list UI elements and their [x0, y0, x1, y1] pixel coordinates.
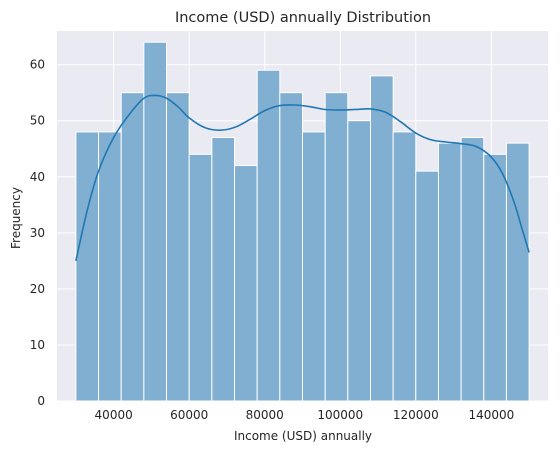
y-axis-title: Frequency — [9, 187, 23, 249]
histogram-bar — [483, 153, 507, 402]
histogram-bar — [98, 131, 122, 402]
y-tick-label: 20 — [30, 282, 45, 296]
y-axis-ticks: 0 10 20 30 40 50 60 — [30, 58, 45, 408]
kde-density-line — [75, 94, 530, 262]
x-tick-label: 100000 — [317, 408, 363, 422]
histogram-bar — [415, 170, 439, 402]
histogram-bar — [211, 137, 236, 402]
histogram-bar — [234, 165, 258, 402]
histogram-bar — [505, 142, 530, 402]
histogram-bar — [302, 131, 326, 402]
x-axis-ticks: 40000 60000 80000 100000 120000 140000 — [95, 408, 515, 422]
histogram-bar — [279, 92, 304, 402]
y-tick-label: 60 — [30, 58, 45, 72]
x-tick-label: 80000 — [246, 408, 284, 422]
histogram-bar — [460, 137, 485, 402]
y-tick-label: 10 — [30, 338, 45, 352]
histogram-bar — [166, 92, 190, 402]
histogram-bar — [120, 92, 145, 402]
x-tick-label: 120000 — [393, 408, 439, 422]
watermark: مستقل — [241, 413, 289, 432]
y-tick-label: 40 — [30, 170, 45, 184]
x-tick-label: 140000 — [468, 408, 514, 422]
histogram-bar — [369, 75, 394, 402]
histogram-bar — [256, 69, 281, 402]
histogram-bar — [392, 131, 417, 402]
chart-title: Income (USD) annually Distribution — [175, 10, 431, 26]
y-tick-label: 30 — [30, 226, 45, 240]
histogram-bar — [75, 131, 100, 402]
histogram-bar — [347, 120, 371, 402]
x-axis-title: Income (USD) annually — [234, 429, 372, 443]
y-tick-label: 0 — [37, 394, 45, 408]
histogram-bar — [437, 142, 462, 402]
x-tick-label: 60000 — [170, 408, 208, 422]
y-tick-label: 50 — [30, 114, 45, 128]
histogram-bars — [75, 41, 530, 402]
x-tick-label: 40000 — [95, 408, 133, 422]
histogram-bar — [324, 92, 349, 402]
histogram-bar — [188, 153, 213, 402]
